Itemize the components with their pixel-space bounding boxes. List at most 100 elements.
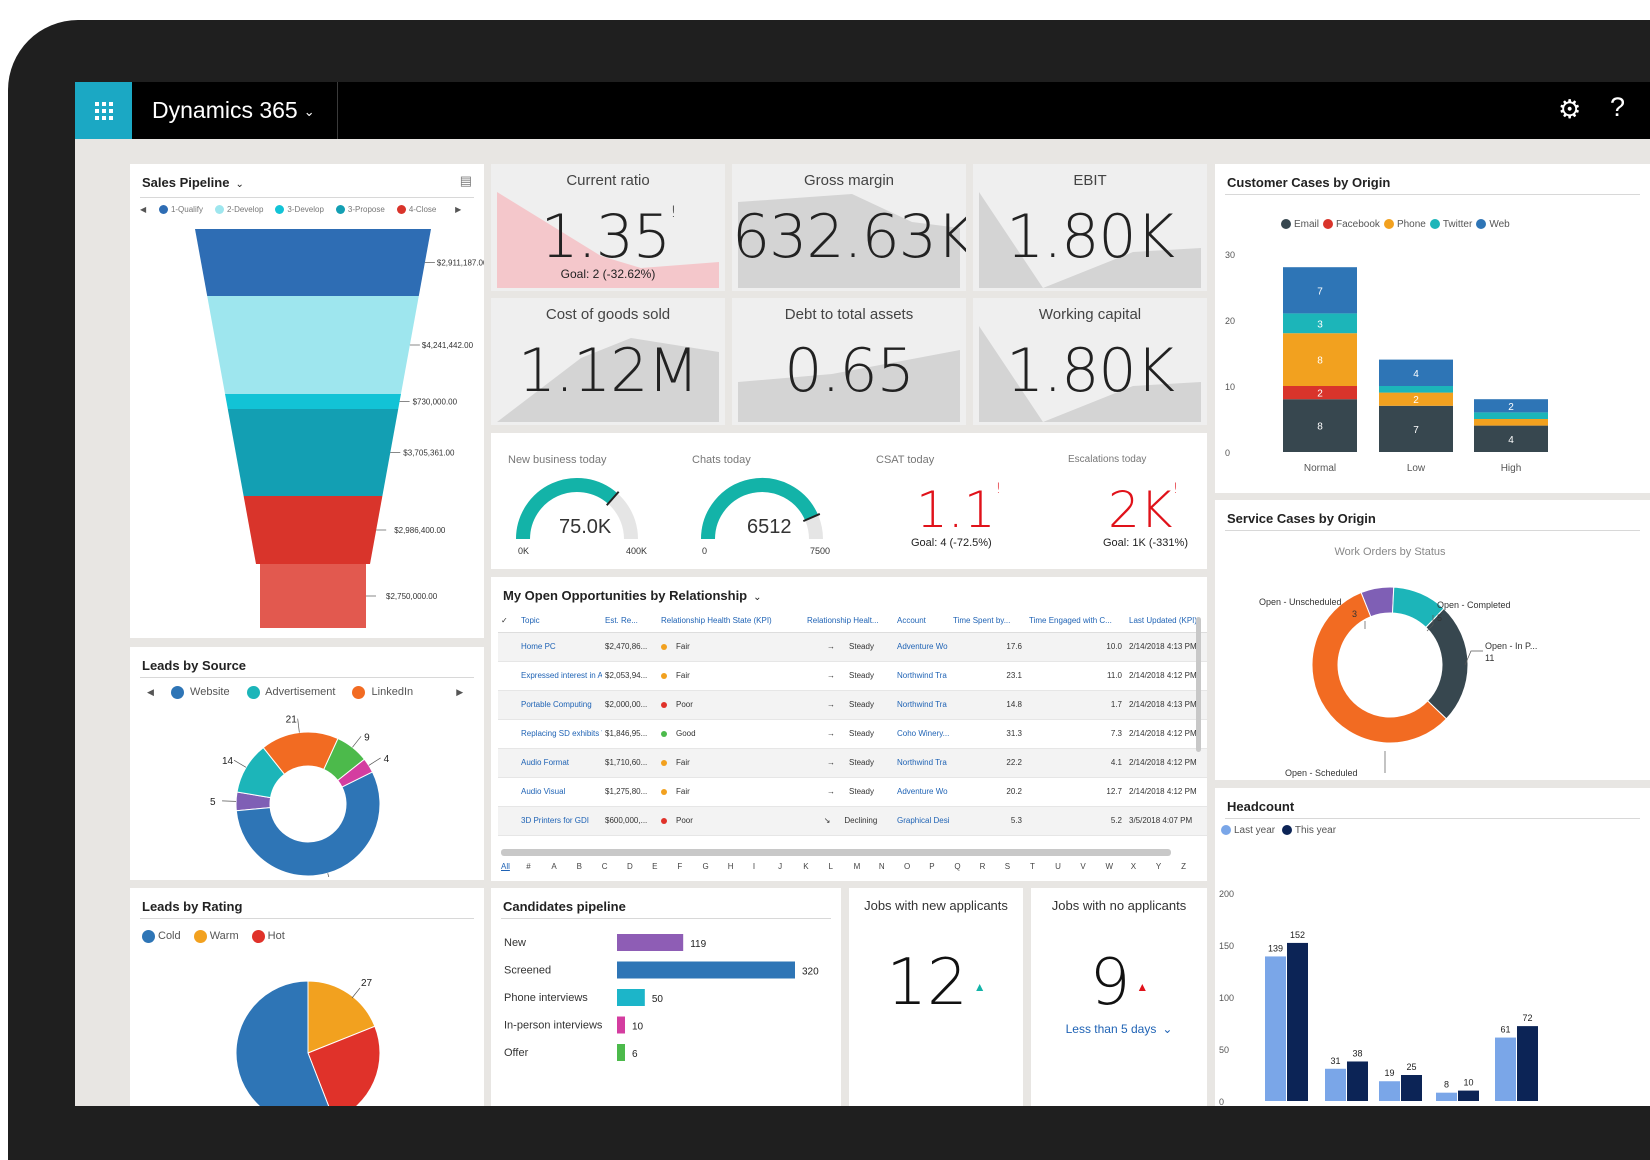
gear-icon[interactable]: ⚙ bbox=[1558, 94, 1582, 124]
account-link[interactable]: Adventure Wo bbox=[894, 632, 950, 662]
alphabet-filter-letter[interactable]: I bbox=[752, 862, 756, 871]
alphabet-filter-letter[interactable]: V bbox=[1080, 862, 1086, 871]
legend-item[interactable]: Twitter bbox=[1429, 219, 1472, 230]
legend-item[interactable]: LinkedIn bbox=[352, 686, 413, 699]
alphabet-filter-letter[interactable]: T bbox=[1029, 862, 1035, 871]
table-row[interactable]: Home PC $2,470,86... Fair → Steady Adventure … bbox=[498, 632, 1207, 662]
table-row[interactable]: Replacing SD exhibits \ $1,846,95... Good →… bbox=[498, 719, 1207, 749]
column-header[interactable]: Time Spent by... bbox=[950, 610, 1026, 633]
alphabet-filter-letter[interactable]: F bbox=[677, 862, 683, 871]
topic-link[interactable]: Portable Computing bbox=[518, 690, 602, 720]
row-checkbox[interactable] bbox=[498, 748, 518, 778]
legend-item[interactable]: Facebook bbox=[1323, 219, 1380, 230]
alphabet-filter-letter[interactable]: C bbox=[601, 862, 608, 871]
help-icon[interactable]: ? bbox=[1610, 92, 1626, 122]
row-checkbox[interactable] bbox=[498, 690, 518, 720]
account-link[interactable]: Coho Winery... bbox=[894, 719, 950, 749]
waffle-icon[interactable] bbox=[75, 82, 132, 139]
alphabet-filter-letter[interactable]: All bbox=[501, 862, 510, 871]
kpi-current-ratio[interactable]: Current ratio 1.35! Goal: 2 (-32.62%) bbox=[491, 164, 725, 291]
kpi-debt-to-total-assets[interactable]: Debt to total assets 0.65 bbox=[732, 298, 966, 425]
alphabet-filter-letter[interactable]: J bbox=[778, 862, 783, 871]
table-row[interactable]: Audio Visual $1,275,80... Fair → Steady Adven… bbox=[498, 777, 1207, 807]
legend-item[interactable]: Email bbox=[1281, 219, 1319, 230]
kpi-ebit[interactable]: EBIT 1.80K bbox=[973, 164, 1207, 291]
kpi-cost-of-goods-sold[interactable]: Cost of goods sold 1.12M bbox=[491, 298, 725, 425]
legend-item[interactable]: Advertisement bbox=[246, 686, 335, 699]
legend-item[interactable]: Website bbox=[170, 686, 230, 699]
alphabet-filter-letter[interactable]: R bbox=[979, 862, 986, 871]
alphabet-filter-letter[interactable]: Q bbox=[954, 862, 961, 871]
topic-link[interactable]: Replacing SD exhibits \ bbox=[518, 719, 602, 749]
legend-item[interactable]: This year bbox=[1281, 825, 1336, 836]
alphabet-filter-letter[interactable]: Z bbox=[1181, 862, 1186, 871]
column-header[interactable]: Account bbox=[894, 610, 950, 633]
legend-item[interactable]: 3-Propose bbox=[335, 204, 385, 215]
legend-item[interactable]: Web bbox=[1476, 219, 1510, 230]
alphabet-filter-letter[interactable]: A bbox=[551, 862, 557, 871]
legend-item[interactable]: Cold bbox=[142, 930, 181, 943]
row-checkbox[interactable] bbox=[498, 661, 518, 691]
legend-prev-icon[interactable]: ◀ bbox=[140, 205, 147, 214]
select-all-checkbox[interactable]: ✓ bbox=[498, 610, 518, 633]
row-checkbox[interactable] bbox=[498, 719, 518, 749]
account-link[interactable]: Northwind Tra bbox=[894, 690, 950, 720]
column-header[interactable]: Topic bbox=[518, 610, 602, 633]
account-link[interactable]: Adventure Wo bbox=[894, 777, 950, 807]
opportunities-title[interactable]: My Open Opportunities by Relationship ⌄ bbox=[503, 588, 762, 603]
column-header[interactable]: Est. Re... bbox=[602, 610, 658, 633]
legend-item[interactable]: 4-Close bbox=[396, 204, 436, 215]
kpi-working-capital[interactable]: Working capital 1.80K bbox=[973, 298, 1207, 425]
row-checkbox[interactable] bbox=[498, 632, 518, 662]
account-link[interactable]: Northwind Tra bbox=[894, 748, 950, 778]
legend-prev-icon[interactable]: ◀ bbox=[147, 687, 154, 698]
app-switcher[interactable]: Dynamics 365 ⌄ bbox=[152, 97, 315, 124]
alphabet-filter-letter[interactable]: X bbox=[1130, 862, 1137, 871]
alphabet-filter-letter[interactable]: N bbox=[878, 862, 885, 871]
topic-link[interactable]: Expressed interest in A bbox=[518, 661, 602, 691]
period-filter[interactable]: Less than 5 days ⌄ bbox=[1065, 1022, 1173, 1036]
table-row[interactable]: Audio Format $1,710,60... Fair → Steady North… bbox=[498, 748, 1207, 778]
alphabet-filter-letter[interactable]: G bbox=[702, 862, 709, 871]
kpi-gross-margin[interactable]: Gross margin 632.63K bbox=[732, 164, 966, 291]
jobs-no-applicants-card[interactable]: Jobs with no applicants 9 ▲ Less than 5 d… bbox=[1031, 888, 1207, 1106]
topic-link[interactable]: Home PC bbox=[518, 632, 602, 662]
sales-pipeline-title[interactable]: Sales Pipeline ⌄ bbox=[142, 175, 244, 190]
alphabet-filter-letter[interactable]: U bbox=[1055, 862, 1061, 871]
expand-icon[interactable]: ▤ bbox=[459, 173, 472, 188]
legend-item[interactable]: Last year bbox=[1221, 825, 1275, 836]
topic-link[interactable]: Audio Visual bbox=[518, 777, 602, 807]
row-checkbox[interactable] bbox=[498, 777, 518, 807]
legend-item[interactable]: Warm bbox=[193, 930, 239, 943]
column-header[interactable]: Relationship Healt... bbox=[804, 610, 894, 633]
table-row[interactable]: Portable Computing $2,000,00... Poor → Stead… bbox=[498, 690, 1207, 720]
alphabet-filter-letter[interactable]: # bbox=[526, 862, 531, 871]
column-header[interactable]: Last Updated (KPI) bbox=[1126, 610, 1207, 633]
horizontal-scrollbar[interactable] bbox=[501, 849, 1171, 856]
column-header[interactable]: Relationship Health State (KPI) bbox=[658, 610, 804, 633]
alphabet-filter-letter[interactable]: D bbox=[626, 862, 633, 871]
table-row[interactable]: 3D Printers for GDI $600,000,... Poor ↘ Decl… bbox=[498, 806, 1207, 836]
alphabet-filter-letter[interactable]: P bbox=[929, 862, 935, 871]
table-row[interactable]: Expressed interest in A $2,053,94... Fair →… bbox=[498, 661, 1207, 691]
legend-item[interactable]: Hot bbox=[251, 930, 285, 943]
topic-link[interactable]: 3D Printers for GDI bbox=[518, 806, 602, 836]
alphabet-filter-letter[interactable]: O bbox=[904, 862, 911, 871]
legend-next-icon[interactable]: ▶ bbox=[455, 205, 462, 214]
account-link[interactable]: Northwind Tra bbox=[894, 661, 950, 691]
alphabet-filter-letter[interactable]: Y bbox=[1155, 862, 1162, 871]
alphabet-filter-letter[interactable]: K bbox=[803, 862, 809, 871]
alphabet-filter-letter[interactable]: S bbox=[1004, 862, 1011, 871]
alphabet-filter-letter[interactable]: M bbox=[853, 862, 861, 871]
vertical-scrollbar[interactable] bbox=[1196, 617, 1201, 752]
account-link[interactable]: Graphical Desi bbox=[894, 806, 950, 836]
alphabet-filter-letter[interactable]: E bbox=[652, 862, 658, 871]
alphabet-filter-letter[interactable]: B bbox=[576, 862, 582, 871]
legend-item[interactable]: 3-Develop bbox=[275, 204, 324, 215]
legend-item[interactable]: 1-Qualify bbox=[158, 204, 203, 215]
topic-link[interactable]: Audio Format bbox=[518, 748, 602, 778]
row-checkbox[interactable] bbox=[498, 806, 518, 836]
legend-item[interactable]: 2-Develop bbox=[214, 204, 263, 215]
alphabet-filter-letter[interactable]: H bbox=[727, 862, 734, 871]
column-header[interactable]: Time Engaged with C... bbox=[1026, 610, 1126, 633]
